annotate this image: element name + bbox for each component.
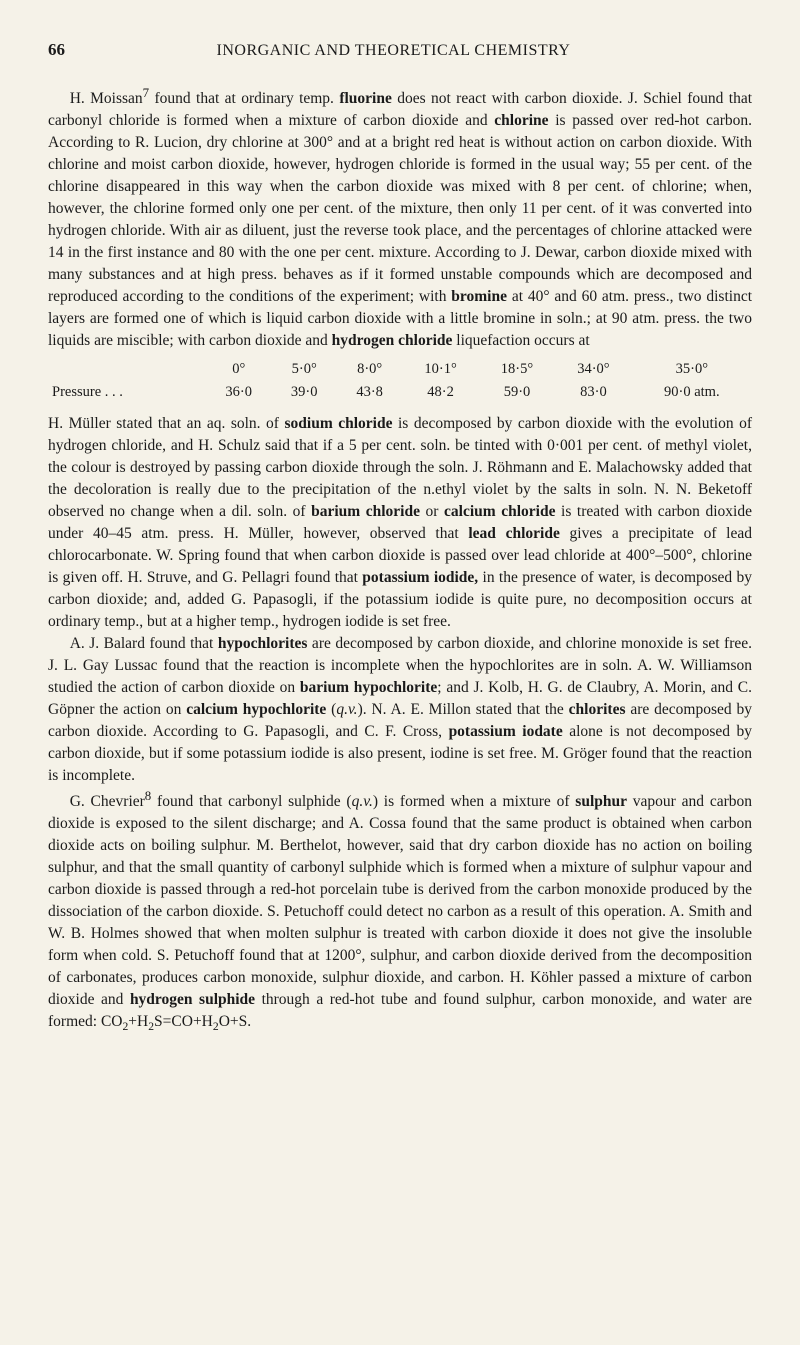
qv-reference: q.v. bbox=[352, 793, 373, 810]
text: ). N. A. E. Millon stated that the bbox=[358, 701, 569, 718]
table-cell: 59·0 bbox=[479, 381, 555, 404]
keyword-hydrogen-sulphide: hydrogen sulphide bbox=[130, 991, 255, 1008]
table-cell bbox=[48, 358, 206, 381]
table-cell: 48·2 bbox=[402, 381, 478, 404]
text: O+S. bbox=[219, 1013, 251, 1030]
qv-reference: q.v. bbox=[336, 701, 357, 718]
page-header: 66 INORGANIC AND THEORETICAL CHEMISTRY bbox=[48, 40, 752, 60]
body-text: H. Moissan7 found that at ordinary temp.… bbox=[48, 84, 752, 1036]
text: A. J. Balard found that bbox=[70, 635, 218, 652]
keyword-potassium-iodate: potassium iodate bbox=[449, 723, 563, 740]
keyword-sodium-chloride: sodium chloride bbox=[284, 415, 392, 432]
keyword-fluorine: fluorine bbox=[339, 90, 392, 107]
table-cell: 35·0° bbox=[632, 358, 752, 381]
text: +H bbox=[128, 1013, 148, 1030]
text: liquefaction occurs at bbox=[452, 332, 589, 349]
table-cell: 8·0° bbox=[337, 358, 402, 381]
table-cell: 39·0 bbox=[271, 381, 336, 404]
running-title: INORGANIC AND THEORETICAL CHEMISTRY bbox=[65, 42, 722, 60]
table-cell: 5·0° bbox=[271, 358, 336, 381]
keyword-barium-hypochlorite: barium hypochlorite bbox=[300, 679, 437, 696]
keyword-bromine: bromine bbox=[451, 288, 507, 305]
text: S=CO+H bbox=[154, 1013, 213, 1030]
text: G. Chevrier bbox=[70, 793, 145, 810]
page-number: 66 bbox=[48, 40, 65, 60]
text: H. Müller stated that an aq. soln. of bbox=[48, 415, 284, 432]
text: ) is formed when a mixture of bbox=[373, 793, 575, 810]
keyword-chlorites: chlorites bbox=[569, 701, 626, 718]
table-cell: 34·0° bbox=[555, 358, 631, 381]
paragraph-3: A. J. Balard found that hypochlorites ar… bbox=[48, 633, 752, 787]
table-cell: 36·0 bbox=[206, 381, 271, 404]
keyword-potassium-iodide: potassium iodide, bbox=[362, 569, 478, 586]
text: ( bbox=[326, 701, 336, 718]
keyword-calcium-hypochlorite: calcium hypochlorite bbox=[186, 701, 326, 718]
pressure-table: 0° 5·0° 8·0° 10·1° 18·5° 34·0° 35·0° Pre… bbox=[48, 358, 752, 403]
table-cell: Pressure . . . bbox=[48, 381, 206, 404]
table-cell: 83·0 bbox=[555, 381, 631, 404]
text: is passed over red-hot carbon. According… bbox=[48, 112, 752, 305]
table-cell: 18·5° bbox=[479, 358, 555, 381]
table-cell: 90·0 atm. bbox=[632, 381, 752, 404]
text: H. Moissan bbox=[70, 90, 143, 107]
table-row: 0° 5·0° 8·0° 10·1° 18·5° 34·0° 35·0° bbox=[48, 358, 752, 381]
paragraph-2: H. Müller stated that an aq. soln. of so… bbox=[48, 413, 752, 633]
keyword-calcium-chloride: calcium chloride bbox=[444, 503, 555, 520]
table-row: Pressure . . . 36·0 39·0 43·8 48·2 59·0 … bbox=[48, 381, 752, 404]
keyword-hydrogen-chloride: hydrogen chloride bbox=[332, 332, 453, 349]
keyword-sulphur: sulphur bbox=[575, 793, 627, 810]
paragraph-4: G. Chevrier8 found that carbonyl sulphid… bbox=[48, 787, 752, 1036]
text: found that at ordinary temp. bbox=[149, 90, 339, 107]
keyword-lead-chloride: lead chloride bbox=[468, 525, 559, 542]
keyword-barium-chloride: barium chloride bbox=[311, 503, 420, 520]
paragraph-1: H. Moissan7 found that at ordinary temp.… bbox=[48, 84, 752, 352]
text: vapour and carbon dioxide is exposed to … bbox=[48, 793, 752, 1008]
text: found that carbonyl sulphide ( bbox=[151, 793, 351, 810]
page-container: 66 INORGANIC AND THEORETICAL CHEMISTRY H… bbox=[0, 0, 800, 1084]
table-cell: 0° bbox=[206, 358, 271, 381]
text: or bbox=[420, 503, 444, 520]
table-cell: 43·8 bbox=[337, 381, 402, 404]
keyword-hypochlorites: hypochlorites bbox=[218, 635, 308, 652]
keyword-chlorine: chlorine bbox=[494, 112, 548, 129]
table-cell: 10·1° bbox=[402, 358, 478, 381]
